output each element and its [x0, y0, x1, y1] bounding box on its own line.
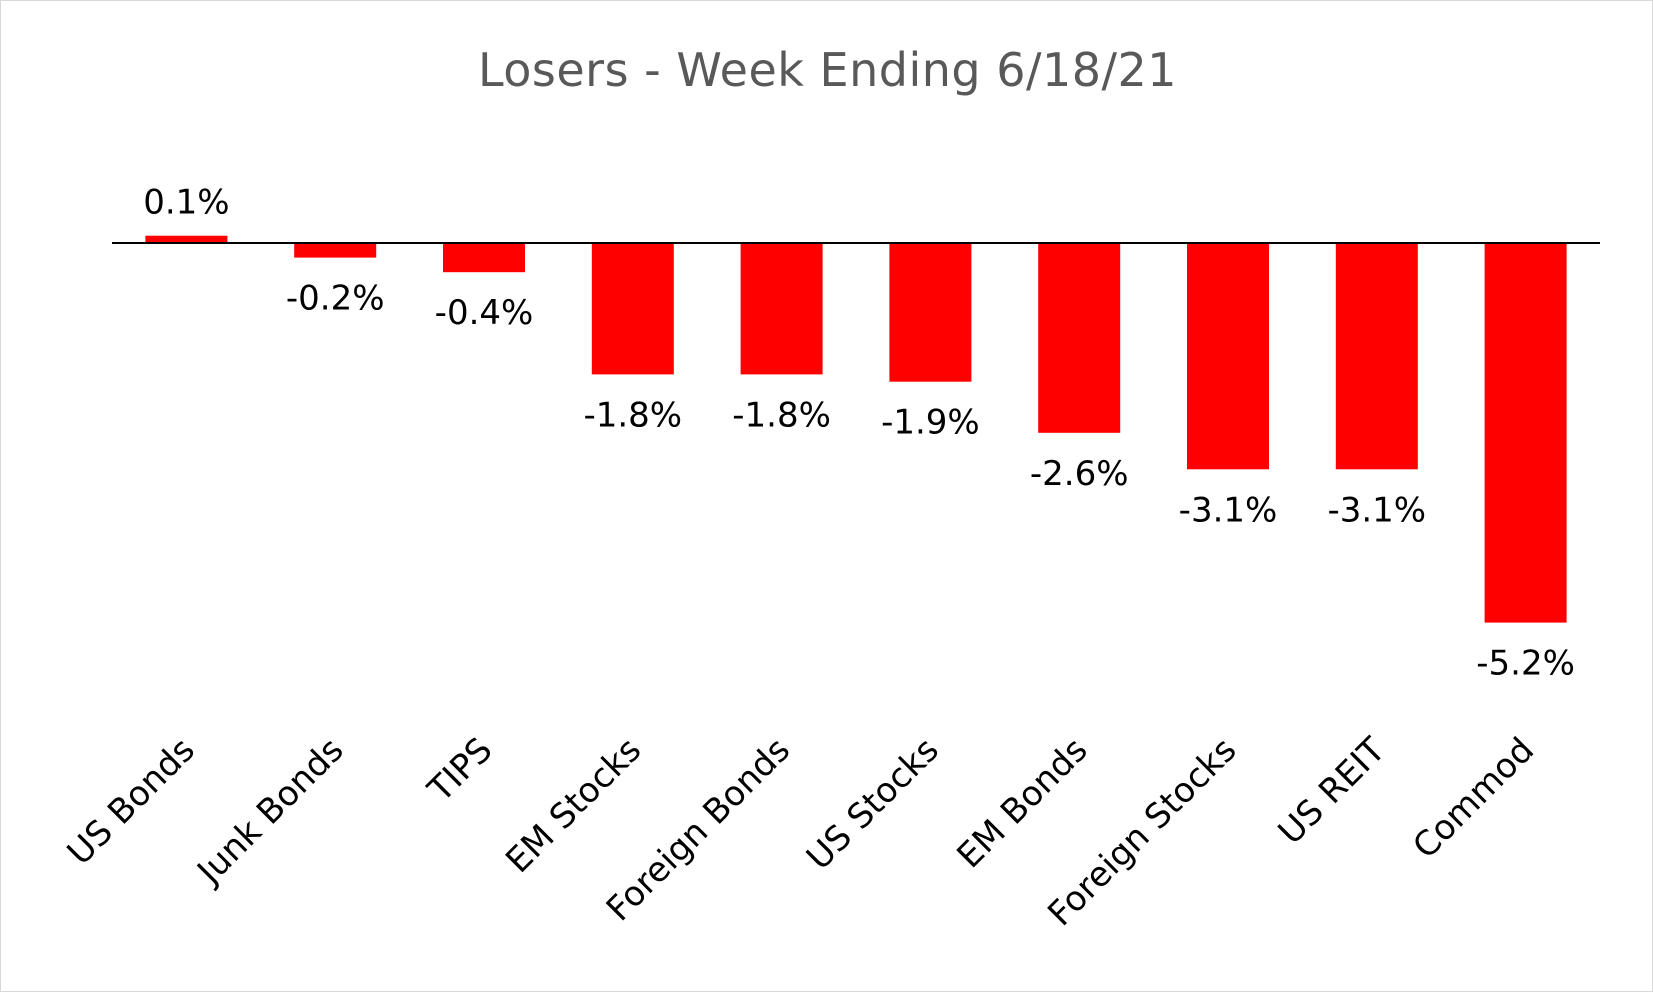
category-label: Commod: [1405, 730, 1542, 867]
category-label: TIPS: [420, 730, 501, 811]
data-label: -1.8%: [732, 395, 831, 435]
data-label: -0.2%: [286, 279, 385, 319]
bar-em-bonds: [1038, 243, 1121, 433]
data-label: 0.1%: [143, 183, 229, 223]
category-label: US Stocks: [799, 730, 947, 878]
data-label: -3.1%: [1179, 490, 1278, 530]
data-label: -0.4%: [435, 293, 534, 333]
data-label: -5.2%: [1476, 644, 1575, 684]
bar-us-stocks: [889, 243, 972, 382]
chart-title: Losers - Week Ending 6/18/21: [477, 43, 1178, 97]
bar-tips: [443, 243, 525, 273]
data-label: -1.9%: [881, 403, 980, 443]
bar-commod: [1484, 243, 1567, 623]
data-labels-group: 0.1% -0.2% -0.4% -1.8% -1.8% -1.9% -2.6% -3.1% -…: [143, 183, 1575, 684]
data-label: -2.6%: [1030, 454, 1129, 494]
data-label: -3.1%: [1327, 490, 1426, 530]
bar-us-bonds: [145, 235, 228, 243]
category-label: EM Bonds: [949, 730, 1095, 876]
bar-junk-bonds: [294, 243, 377, 258]
bar-us-reit: [1335, 243, 1418, 470]
bar-foreign-bonds: [740, 243, 823, 375]
data-label: -1.8%: [583, 395, 682, 435]
category-label: US Bonds: [60, 730, 203, 873]
bars-group: [145, 235, 1567, 623]
bar-em-stocks: [591, 243, 674, 375]
category-label: US REIT: [1271, 730, 1394, 853]
category-label: Junk Bonds: [189, 730, 352, 893]
bar-foreign-stocks: [1187, 243, 1269, 470]
category-label: EM Stocks: [498, 730, 649, 881]
